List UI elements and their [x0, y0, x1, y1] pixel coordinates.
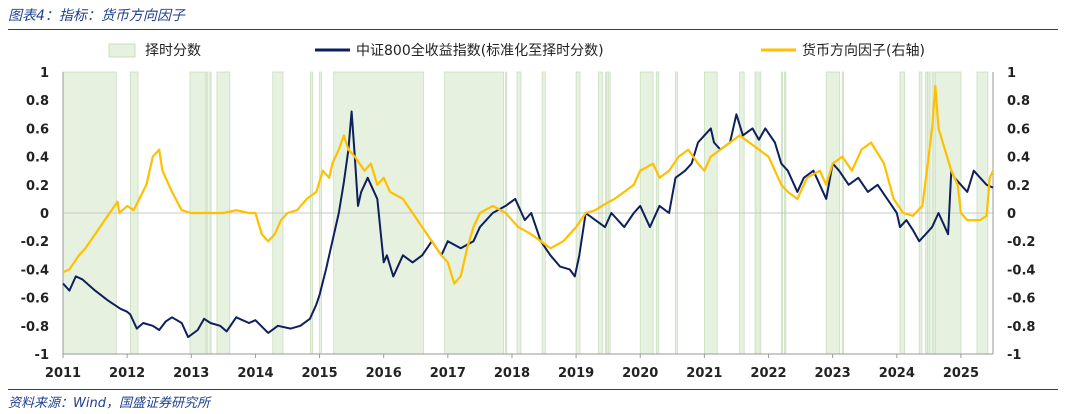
y-tick-label-right: 0.6: [1007, 122, 1030, 137]
y-tick-label-left: -0.2: [21, 235, 49, 250]
money-factor-line: [62, 84, 995, 285]
legend-swatch-timing: [108, 43, 136, 58]
x-tick-label: 2023: [815, 366, 851, 381]
x-tick-label: 2014: [237, 366, 273, 381]
y-tick-label-left: -1: [35, 348, 49, 363]
legend-label-factor: 货币方向因子(右轴): [802, 42, 925, 59]
legend-label-timing: 择时分数: [145, 43, 201, 59]
x-tick-label: 2018: [494, 366, 530, 381]
y-tick-label-right: -0.6: [1007, 292, 1035, 307]
series-lines: [62, 84, 995, 339]
y-tick-label-right: -0.2: [1007, 235, 1035, 250]
axes: -1 -0.8 -0.6 -0.4 -0.2 0 0.2 0.4 0.6 0.8 1 -1 -0.8 -0…: [21, 66, 1036, 381]
y-tick-label-left: 1: [40, 66, 49, 81]
x-tick-label: 2017: [430, 366, 466, 381]
x-tick-label: 2021: [686, 366, 722, 381]
legend: 择时分数 中证800全收益指数(标准化至择时分数) 货币方向因子(右轴): [108, 42, 925, 59]
x-tick-label: 2019: [558, 366, 594, 381]
x-tick-label: 2012: [109, 366, 145, 381]
x-tick-label: 2025: [943, 366, 979, 381]
x-tick-label: 2016: [366, 366, 402, 381]
top-divider: [8, 29, 1058, 30]
x-tick-label: 2022: [750, 366, 786, 381]
y-tick-label-left: -0.4: [21, 263, 49, 278]
chart-title: 图表4：指标：货币方向因子: [8, 8, 185, 24]
y-tick-label-right: -1: [1007, 348, 1021, 363]
bottom-divider: [8, 389, 1058, 390]
y-tick-label-right: 0: [1007, 207, 1016, 222]
y-tick-label-right: -0.4: [1007, 263, 1035, 278]
chart: 择时分数 中证800全收益指数(标准化至择时分数) 货币方向因子(右轴) -1 -0.…: [21, 42, 1036, 381]
x-tick-label: 2024: [879, 366, 915, 381]
legend-label-index: 中证800全收益指数(标准化至择时分数): [356, 42, 604, 59]
y-tick-label-right: 0.4: [1007, 151, 1030, 166]
x-tick-label: 2011: [45, 366, 81, 381]
y-tick-label-right: 0.2: [1007, 179, 1030, 194]
y-tick-label-right: 0.8: [1007, 94, 1030, 109]
y-tick-label-right: 1: [1007, 66, 1016, 81]
x-tick-label: 2020: [622, 366, 658, 381]
y-tick-label-left: 0.2: [26, 179, 49, 194]
y-tick-label-left: -0.6: [21, 292, 49, 307]
y-tick-label-left: 0.4: [26, 151, 49, 166]
y-tick-label-left: 0.8: [26, 94, 49, 109]
y-tick-label-left: 0.6: [26, 122, 49, 137]
x-tick-label: 2013: [173, 366, 209, 381]
index-line: [62, 110, 994, 339]
y-tick-label-right: -0.8: [1007, 320, 1035, 335]
y-tick-label-left: 0: [40, 207, 49, 222]
source-note: 资料来源：Wind，国盛证券研究所: [8, 396, 210, 411]
y-tick-label-left: -0.8: [21, 320, 49, 335]
x-tick-label: 2015: [301, 366, 337, 381]
